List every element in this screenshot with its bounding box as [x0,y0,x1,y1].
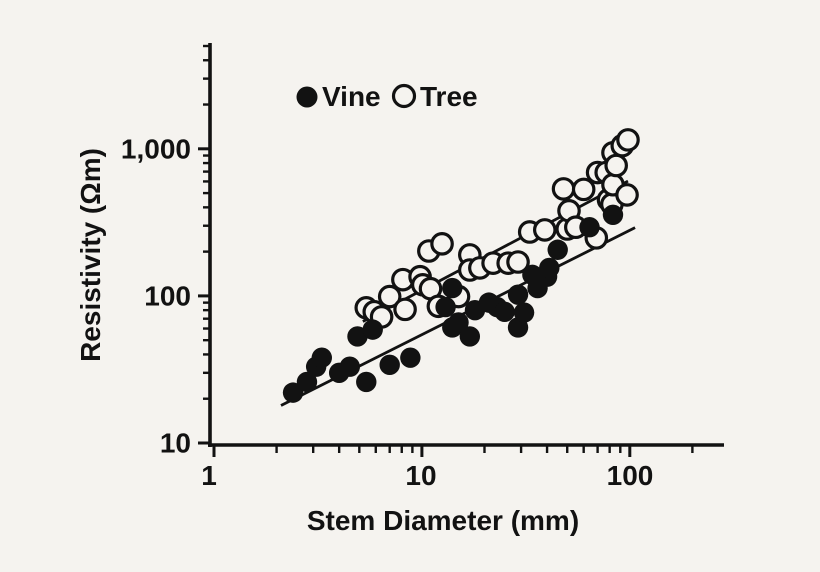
tree-data-point [615,183,639,207]
vine-data-point [459,326,481,347]
vine-data-point [362,319,383,340]
x-axis-title: Stem Diameter (mm) [307,505,579,536]
tree-data-point [604,153,628,178]
plot-area [198,43,724,457]
legend: Vine Tree [296,81,478,112]
vine-data-point [379,354,400,376]
y-tick-label-1000: 1,000 [121,134,191,165]
vine-data-point [494,301,515,322]
tree-data-point [532,218,557,242]
vine-data-point [435,296,456,318]
tree-data-point [393,297,417,322]
tree-data-point [377,284,402,309]
vine-data-point [448,312,469,333]
vine-data-point [602,204,624,225]
vine-data-point [547,239,568,260]
tree-data-point [571,177,596,202]
vine-data-point [311,347,333,368]
vine-data-point [282,382,304,403]
tree-data-point [430,232,454,256]
x-tick-label-10: 10 [405,460,436,491]
legend-vine-label: Vine [322,81,381,112]
vine-data-point [347,326,368,347]
vine-data-point [539,257,560,279]
vine-data-point [356,371,377,393]
y-tick-label-100: 100 [144,281,191,312]
vine-data-point [400,347,421,368]
y-axis-title: Resistivity (Ωm) [75,148,106,362]
vine-data-point [339,356,361,377]
vine-data-point [579,217,600,238]
vine-data-point [507,284,529,305]
x-tick-label-100: 100 [607,460,654,491]
tree-data-point [616,128,640,152]
y-tick-label-10: 10 [160,428,191,459]
x-tick-label-1: 1 [201,460,217,491]
vine-data-point [442,277,463,299]
legend-tree-marker-icon [391,83,417,109]
legend-vine-marker-icon [296,86,318,108]
legend-tree-label: Tree [420,81,478,112]
tree-data-point [506,250,530,274]
vine-data-point [513,302,535,323]
tree-data-point [551,177,576,201]
vine-data-point [296,371,318,393]
